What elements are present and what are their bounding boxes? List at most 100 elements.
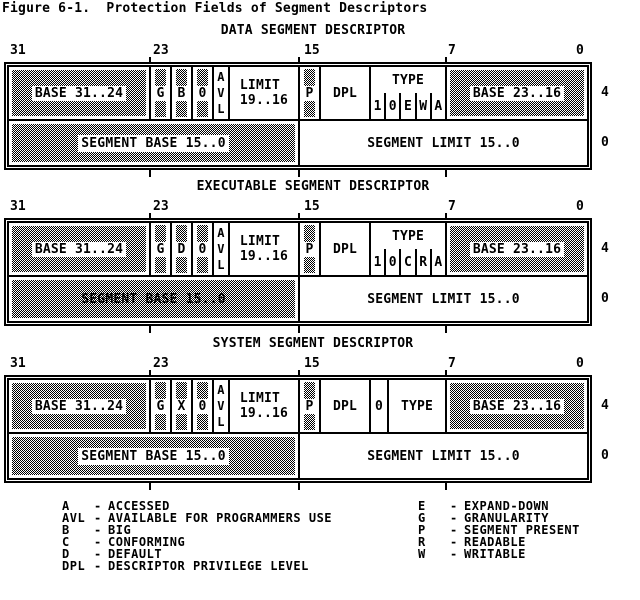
field-type: TYPE 1 0 C R A [369, 223, 445, 275]
field-label: 0 [195, 241, 210, 257]
limit-label: LIMIT 19..16 [239, 78, 289, 108]
dword-plus0-row: SEGMENT BASE 15..0 SEGMENT LIMIT 15..0 [9, 275, 587, 321]
field-label: BASE 23..16 [469, 241, 565, 257]
field-label: SEGMENT LIMIT 15..0 [367, 291, 520, 307]
field-dpl: DPL [319, 223, 369, 275]
legend-code: A [62, 499, 70, 513]
data-segment-descriptor: DATA SEGMENT DESCRIPTOR 31 23 15 7 0 BASE 31… [0, 24, 640, 182]
bit-label-15: 15 [304, 199, 320, 214]
dword-plus4-row: BASE 31..24 G X 0 A V L LIMIT 19..16 P DPL 0 TYPE BAS… [9, 380, 587, 432]
legend-separator: - [450, 499, 458, 513]
bit-label-31: 31 [10, 356, 26, 371]
bit-tick [149, 326, 151, 333]
legend-entry-a: A - ACCESSED [62, 500, 332, 512]
bit-tick [445, 57, 447, 62]
type-bit-0: 0 [384, 93, 399, 119]
field-label: B [174, 85, 189, 101]
bit-label-0: 0 [576, 43, 584, 58]
legend-code: C [62, 535, 70, 549]
legend-code: W [418, 547, 426, 561]
bit-scale: 31 23 15 7 0 [0, 44, 640, 58]
field-segment-limit-15-0: SEGMENT LIMIT 15..0 [300, 121, 587, 165]
field-label: BASE 23..16 [469, 85, 565, 101]
field-segment-base-15-0: SEGMENT BASE 15..0 [9, 121, 300, 165]
field-label: SEGMENT BASE 15..0 [78, 447, 229, 465]
legend-entry-g: G - GRANULARITY [418, 512, 580, 524]
field-g: G [149, 223, 170, 275]
bit-scale: 31 23 15 7 0 [0, 357, 640, 371]
figure-title: Figure 6-1. Protection Fields of Segment… [2, 1, 428, 16]
field-base-31-24: BASE 31..24 [9, 223, 149, 275]
bit-label-0: 0 [576, 356, 584, 371]
field-label: BASE 31..24 [31, 85, 127, 101]
dword-plus4-row: BASE 31..24 G B 0 A V L LIMIT 19..16 P DPL TYPE 1 0 E W… [9, 67, 587, 119]
field-label: 0 [195, 398, 210, 414]
type-label: TYPE [391, 228, 425, 244]
legend-code: G [418, 511, 426, 525]
descriptor-box: BASE 31..24 G D 0 A V L LIMIT 19..16 P DPL TYPE 1 0 C R… [4, 218, 592, 326]
field-segment-limit-15-0: SEGMENT LIMIT 15..0 [300, 277, 587, 321]
type-bit-c: C [399, 249, 414, 275]
field-label: 0 [374, 398, 384, 414]
field-base-31-24: BASE 31..24 [9, 67, 149, 119]
type-bit-0: 0 [384, 249, 399, 275]
bit-tick [445, 170, 447, 177]
field-label: BASE 31..24 [31, 241, 127, 257]
field-label: DPL [332, 241, 358, 257]
field-label: G [153, 398, 168, 414]
type-bit-w: W [414, 93, 430, 119]
field-label: SEGMENT LIMIT 15..0 [367, 448, 520, 464]
legend-code: D [62, 547, 70, 561]
legend-desc: EXPAND-DOWN [464, 499, 549, 513]
field-segment-base-15-0: SEGMENT BASE 15..0 [9, 434, 300, 478]
field-segment-limit-15-0: SEGMENT LIMIT 15..0 [300, 434, 587, 478]
legend-desc: BIG [108, 523, 132, 537]
field-label: DPL [332, 398, 358, 414]
legend-separator: - [94, 535, 102, 549]
field-p: P [298, 67, 319, 119]
field-label: SEGMENT BASE 15..0 [78, 134, 229, 152]
legend-desc: GRANULARITY [464, 511, 549, 525]
legend-entry-c: C - CONFORMING [62, 536, 332, 548]
field-label: P [302, 241, 317, 257]
bit-tick [298, 57, 300, 62]
field-d: D [170, 223, 191, 275]
byte-offset-label-0: 0 [601, 291, 609, 306]
bit-label-23: 23 [153, 356, 169, 371]
legend-right-column: E - EXPAND-DOWN G - GRANULARITY P - SEGMENT PRES… [418, 500, 580, 560]
legend-entry-d: D - DEFAULT [62, 548, 332, 560]
limit-label: LIMIT 19..16 [239, 391, 289, 421]
legend-entry-avl: AVL - AVAILABLE FOR PROGRAMMERS USE [62, 512, 332, 524]
field-base-23-16: BASE 23..16 [445, 223, 587, 275]
bit-label-0: 0 [576, 199, 584, 214]
field-label: SEGMENT BASE 15..0 [81, 291, 226, 307]
bit-tick [149, 483, 151, 490]
legend-entry-e: E - EXPAND-DOWN [418, 500, 580, 512]
bit-label-15: 15 [304, 43, 320, 58]
legend-desc: SEGMENT PRESENT [464, 523, 580, 537]
field-label: SEGMENT LIMIT 15..0 [367, 135, 520, 151]
field-0: 0 [191, 380, 212, 432]
dword-plus4-row: BASE 31..24 G D 0 A V L LIMIT 19..16 P DPL TYPE 1 0 C R… [9, 223, 587, 275]
legend-left-column: A - ACCESSED AVL - AVAILABLE FOR PROGRAMMERS … [62, 500, 332, 572]
legend-code: E [418, 499, 426, 513]
type-bit-a: A [429, 93, 445, 119]
field-limit-19-16: LIMIT 19..16 [228, 223, 298, 275]
type-bit-1: 1 [373, 98, 382, 114]
descriptor-box: BASE 31..24 G B 0 A V L LIMIT 19..16 P DPL TYPE 1 0 E W… [4, 62, 592, 170]
type-bit-r: R [414, 249, 430, 275]
type-bit-a: A [429, 249, 445, 275]
bit-tick [445, 326, 447, 333]
byte-offset-label-4: 4 [601, 85, 609, 100]
legend-desc: AVAILABLE FOR PROGRAMMERS USE [108, 511, 333, 525]
field-base-23-16: BASE 23..16 [445, 67, 587, 119]
field-label: G [153, 241, 168, 257]
legend-entry-dpl: DPL - DESCRIPTOR PRIVILEGE LEVEL [62, 560, 332, 572]
type-bit-1: 1 [373, 254, 382, 270]
field-label: G [153, 85, 168, 101]
